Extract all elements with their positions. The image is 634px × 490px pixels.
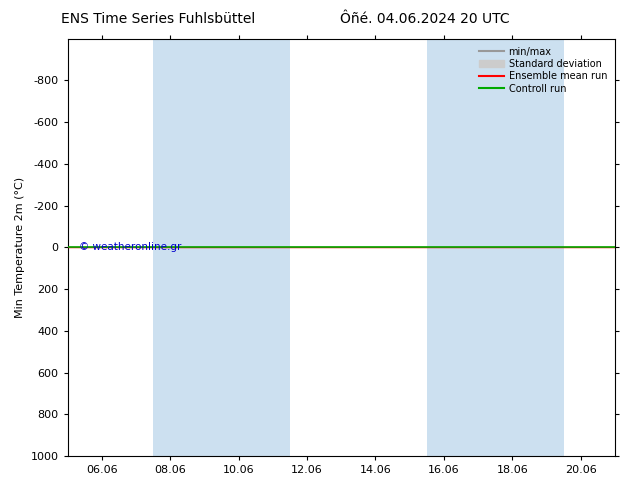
Y-axis label: Min Temperature 2m (°C): Min Temperature 2m (°C) — [15, 177, 25, 318]
Text: © weatheronline.gr: © weatheronline.gr — [79, 243, 181, 252]
Text: Ôñé. 04.06.2024 20 UTC: Ôñé. 04.06.2024 20 UTC — [340, 12, 510, 26]
Legend: min/max, Standard deviation, Ensemble mean run, Controll run: min/max, Standard deviation, Ensemble me… — [477, 44, 610, 97]
Bar — [221, 39, 290, 456]
Text: ENS Time Series Fuhlsbüttel: ENS Time Series Fuhlsbüttel — [61, 12, 256, 26]
Bar — [427, 39, 495, 456]
Bar — [153, 39, 221, 456]
Bar — [495, 39, 564, 456]
